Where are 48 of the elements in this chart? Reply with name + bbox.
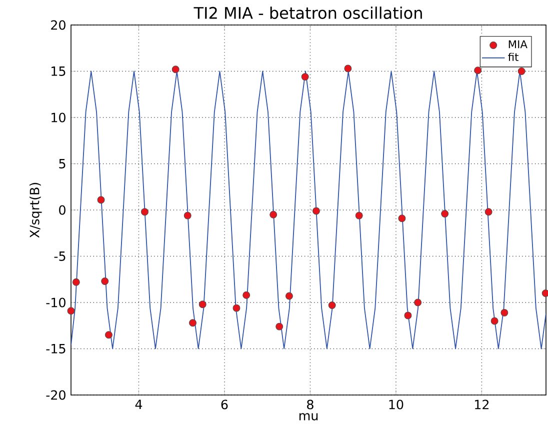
x-tick-label: 10 [389,400,404,410]
point [189,319,196,327]
point [344,64,352,72]
chart-title: TI2 MIA - betatron oscillation [194,6,422,19]
point [67,307,75,315]
point [97,196,105,204]
y-tick-label: 0 [59,205,66,215]
x-tick-label: 8 [307,400,314,410]
point [404,312,412,320]
point [301,73,309,81]
y-tick-label: -15 [46,344,66,354]
point [312,207,320,215]
x-tick-label: 4 [135,400,142,409]
x-tick-label: 6 [221,400,228,410]
legend-label: MIA [508,40,528,48]
point [172,66,180,74]
y-tick-label: -10 [46,298,66,308]
point [474,66,482,74]
y-axis-title: X/sqrt(B) [30,182,42,238]
y-tick-label: 20 [51,20,66,30]
point [242,291,250,299]
y-tick-label: 15 [52,66,66,76]
point [355,212,363,220]
point [276,322,284,330]
legend-label: fit [508,52,518,61]
x-axis-title: mu [299,413,318,420]
y-tick-label: 10 [52,112,66,122]
point [398,214,406,222]
point [104,331,112,339]
point [141,208,148,216]
x-tick-label: 12 [475,400,488,410]
y-tick-label: -20 [46,390,66,400]
point [101,277,109,285]
point [484,208,492,216]
point [441,210,449,218]
point [414,298,422,306]
y-tick-label: -5 [54,252,66,261]
point [490,317,498,325]
y-tick-label: 5 [59,159,66,168]
point [328,302,336,310]
point [184,212,192,220]
point [198,300,206,308]
point [285,292,293,300]
point [72,278,80,286]
point [500,308,508,316]
point [518,68,526,75]
point [270,210,278,218]
point [232,304,240,312]
